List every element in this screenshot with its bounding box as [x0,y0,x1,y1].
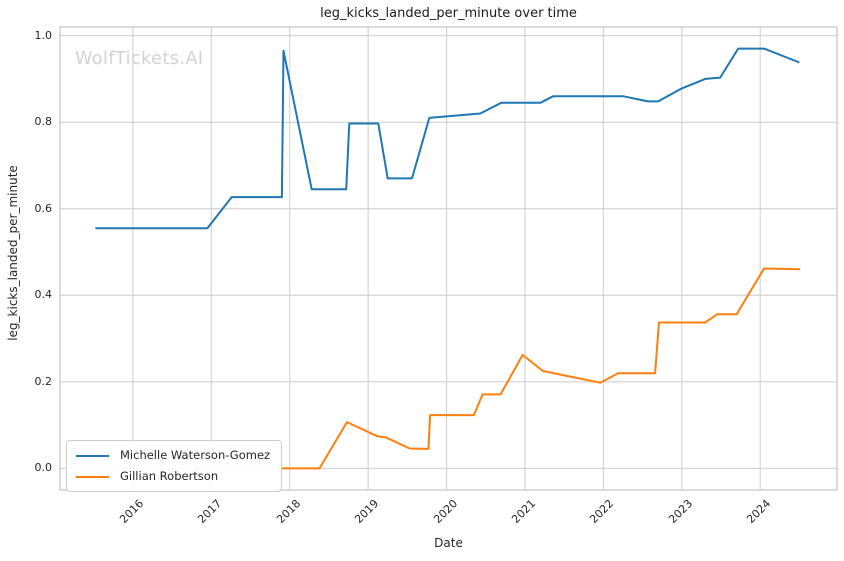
legend-line-swatch-orange [76,475,109,478]
y-tick-label: 0.4 [34,288,53,302]
plot-border [59,26,838,491]
y-tick-label: 0.6 [34,201,53,215]
y-tick-label: 0.0 [34,461,53,475]
y-tick-label: 0.8 [34,115,53,129]
x-axis-label: Date [434,536,463,550]
y-tick-label: 0.2 [34,374,53,388]
series-line-gillian-robertson [281,267,801,470]
legend-label: Michelle Waterson-Gomez [120,448,271,462]
y-tick-label: 1.0 [34,28,53,42]
y-axis-label: leg_kicks_landed_per_minute [6,165,20,341]
watermark-text: WolfTickets.AI [75,49,204,69]
plot-area [60,27,837,490]
legend-item: Gillian Robertson [76,469,270,484]
legend-line-swatch-blue [76,454,109,457]
chart-title: leg_kicks_landed_per_minute over time [320,6,577,21]
legend-item: Michelle Waterson-Gomez [76,448,270,463]
legend-label: Gillian Robertson [120,469,219,483]
legend: Michelle Waterson-Gomez Gillian Robertso… [66,440,283,492]
series-line-michelle-waterson-gomez [95,47,800,230]
